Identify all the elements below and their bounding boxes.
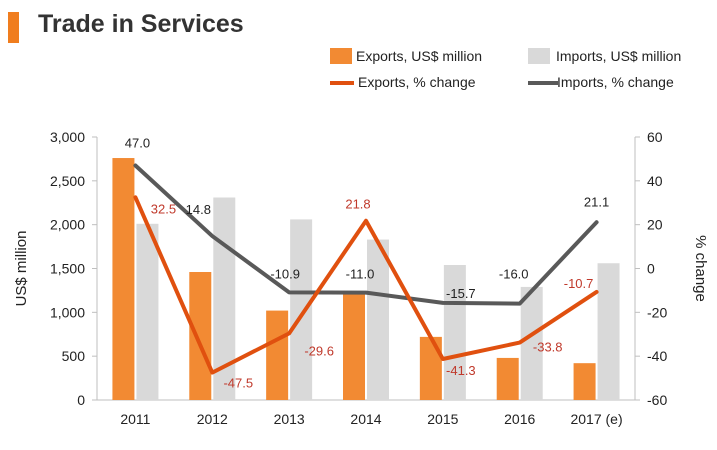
- y-tick-label-right: -40: [647, 348, 667, 364]
- x-tick-label: 2016: [504, 411, 535, 427]
- y-tick-label-left: 1,500: [50, 261, 85, 277]
- data-label-imports-pct: -15.7: [446, 286, 476, 301]
- bar-exports: [343, 293, 365, 400]
- y-tick-label-right: 20: [647, 217, 663, 233]
- data-label-imports-pct: 14.8: [186, 202, 211, 217]
- data-label-exports-pct: -29.6: [304, 343, 334, 358]
- data-label-exports-pct: -33.8: [533, 340, 563, 355]
- x-tick-label: 2015: [427, 411, 458, 427]
- legend-swatch-exports-bar: [330, 48, 352, 64]
- y-tick-label-right: -60: [647, 392, 667, 408]
- y-axis-title-left: US$ million: [13, 231, 30, 307]
- y-axis-title-right: % change: [692, 235, 709, 302]
- legend-swatch-exports-line: [330, 81, 354, 85]
- data-label-exports-pct: 32.5: [151, 201, 176, 216]
- x-tick-label: 2014: [350, 411, 381, 427]
- bar-exports: [112, 158, 135, 400]
- x-tick-label: 2011: [120, 411, 150, 427]
- x-tick-label: 2012: [197, 411, 228, 427]
- chart-title: Trade in Services: [38, 10, 244, 38]
- y-tick-label-left: 0: [77, 392, 85, 408]
- legend-label-imports-bar: Imports, US$ million: [556, 48, 682, 64]
- bar-exports: [496, 357, 519, 400]
- bar-imports: [443, 264, 466, 400]
- line-exports-pct-change: [133, 195, 599, 375]
- y-tick-label-right: 40: [647, 173, 663, 189]
- data-label-exports-pct: -10.7: [564, 276, 594, 291]
- bar-exports: [266, 310, 289, 400]
- data-label-exports-pct: -47.5: [223, 376, 253, 391]
- x-tick-label: 2017 (e): [570, 411, 622, 427]
- title-accent-bar: [8, 12, 19, 43]
- line-imports-pct-change: [133, 163, 599, 306]
- bar-imports: [520, 286, 543, 400]
- y-tick-label-right: 0: [647, 261, 655, 277]
- y-tick-label-left: 2,500: [50, 173, 85, 189]
- y-tick-label-right: -20: [647, 304, 667, 320]
- bar-imports: [597, 263, 620, 400]
- data-label-exports-pct: -41.3: [446, 363, 476, 378]
- y-tick-label-left: 3,000: [50, 129, 85, 145]
- data-label-imports-pct: -16.0: [499, 267, 529, 282]
- legend-swatch-imports-bar: [528, 48, 550, 64]
- legend-label-exports-bar: Exports, US$ million: [356, 48, 483, 64]
- bar-exports: [573, 363, 596, 400]
- bar-imports: [290, 219, 313, 400]
- x-tick-label: 2013: [274, 411, 305, 427]
- legend-swatch-imports-line: [528, 81, 558, 85]
- bar-exports: [419, 336, 442, 400]
- y-tick-label-left: 500: [62, 348, 86, 364]
- data-label-imports-pct: -11.0: [346, 267, 375, 282]
- data-label-imports-pct: -10.9: [270, 266, 300, 281]
- data-label-exports-pct: 21.8: [345, 197, 370, 212]
- y-tick-label-left: 2,000: [50, 217, 85, 233]
- legend-label-exports-line: Exports, % change: [358, 74, 476, 90]
- bar-imports: [136, 223, 159, 400]
- data-label-imports-pct: 47.0: [125, 135, 150, 150]
- bar-imports: [367, 239, 389, 400]
- y-tick-label-left: 1,000: [50, 304, 85, 320]
- bar-exports: [189, 272, 212, 400]
- data-label-imports-pct: 21.1: [584, 194, 609, 209]
- legend-label-imports-line: Imports, % change: [557, 74, 674, 90]
- y-tick-label-right: 60: [647, 129, 663, 145]
